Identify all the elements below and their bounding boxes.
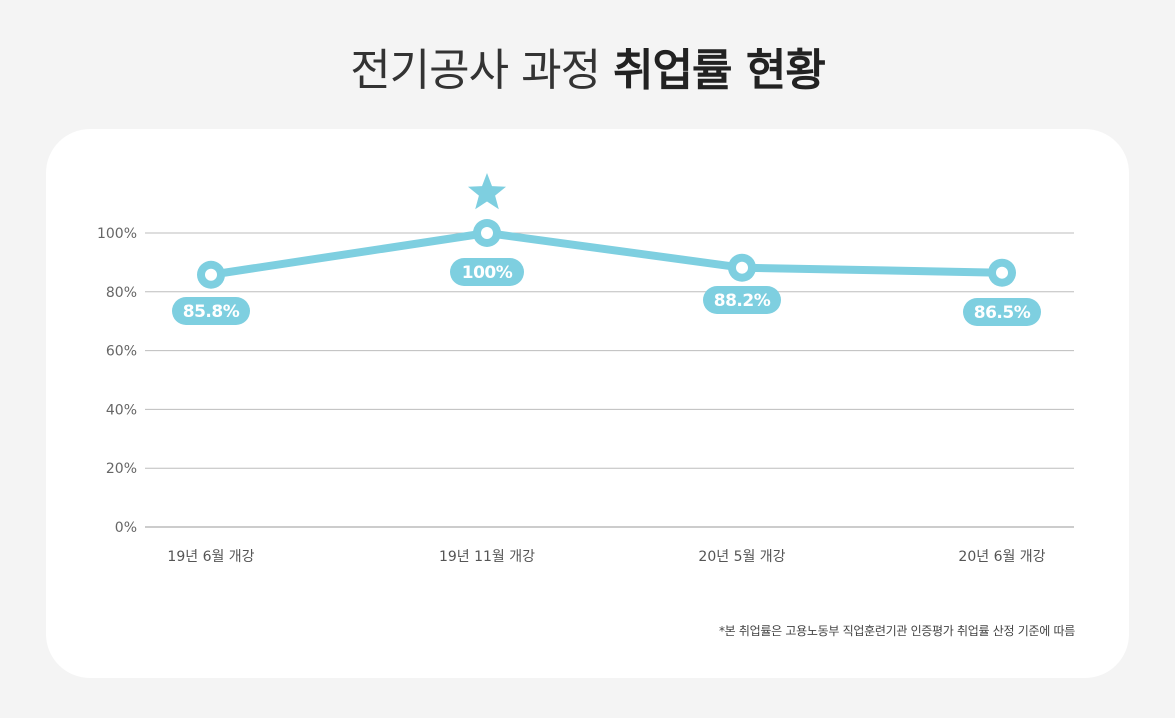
highlight-marks — [468, 173, 506, 210]
title-bold: 취업률 현황 — [613, 45, 826, 96]
x-tick-label: 19년 6월 개강 — [167, 549, 254, 565]
y-tick-label: 100% — [97, 226, 137, 242]
series-line-path — [207, 229, 1006, 279]
series-line — [207, 229, 1006, 279]
y-tick-label: 0% — [115, 520, 137, 536]
y-tick-label: 40% — [106, 402, 137, 418]
data-label-pill — [450, 258, 524, 286]
data-point-center — [736, 261, 748, 274]
y-tick-labels: 0% 20% 40% 60% 80% 100% — [97, 226, 137, 536]
data-points — [197, 219, 1016, 289]
x-tick-label: 19년 11월 개강 — [439, 549, 535, 565]
gridlines — [145, 232, 1074, 528]
data-label: 85.8% — [183, 302, 240, 322]
data-label: 86.5% — [974, 303, 1031, 323]
title-regular: 전기공사 과정 — [350, 45, 601, 96]
star-icon — [468, 173, 506, 210]
data-label-pill — [963, 298, 1041, 326]
data-label: 100% — [462, 263, 513, 283]
data-labels: 85.8% 100% 88.2% 86.5% — [172, 258, 1041, 326]
y-tick-label: 80% — [106, 285, 137, 301]
data-label: 88.2% — [714, 291, 771, 311]
data-label-pill — [172, 297, 250, 325]
y-tick-label: 20% — [106, 461, 137, 477]
chart-card — [46, 129, 1129, 678]
x-tick-label: 20년 6월 개강 — [958, 549, 1045, 565]
x-tick-labels: 19년 6월 개강 19년 11월 개강 20년 5월 개강 20년 6월 개강 — [167, 549, 1045, 565]
data-point-center — [205, 268, 217, 281]
x-tick-label: 20년 5월 개강 — [698, 549, 785, 565]
data-point-center — [996, 266, 1008, 279]
chart-title: 전기공사 과정 취업률 현황 — [0, 34, 1175, 98]
data-point-center — [481, 227, 493, 239]
y-tick-label: 60% — [106, 344, 137, 360]
data-label-pill — [703, 286, 781, 314]
footnote: *본 취업률은 고용노동부 직업훈련기관 인증평가 취업률 산정 기준에 따름 — [718, 624, 1075, 638]
